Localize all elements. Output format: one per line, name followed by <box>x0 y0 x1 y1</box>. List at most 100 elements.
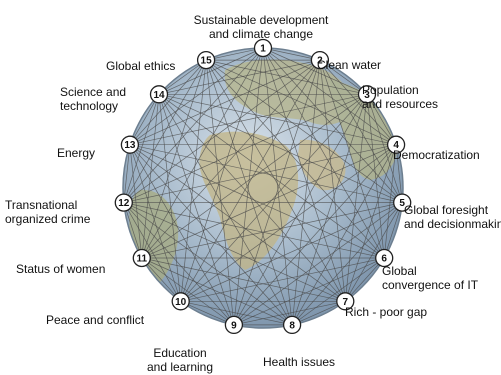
link-6-7 <box>345 257 385 302</box>
link-11-15 <box>141 59 207 259</box>
node-2: 2 <box>310 50 330 70</box>
link-2-11 <box>141 59 321 259</box>
link-3-13 <box>129 93 368 146</box>
label-3-line-1: Population <box>362 83 419 97</box>
node-8-circle <box>282 315 302 335</box>
link-1-12 <box>123 47 264 203</box>
label-11: Status of women <box>16 262 105 276</box>
link-10-15 <box>180 60 207 302</box>
link-4-7 <box>344 144 397 302</box>
link-5-7 <box>344 202 403 302</box>
link-6-9 <box>233 257 385 326</box>
label-8: Health issues <box>263 355 335 369</box>
label-5-line-2: and decisionmaking <box>404 217 501 231</box>
link-5-6 <box>383 202 403 259</box>
label-4: Democratization <box>393 148 480 162</box>
node-3: 3 <box>357 85 377 104</box>
node-4: 4 <box>386 135 406 154</box>
node-9: 9 <box>224 315 244 335</box>
link-10-14 <box>158 94 182 302</box>
link-8-13 <box>129 144 293 326</box>
link-10-11 <box>141 257 181 302</box>
node-13: 13 <box>120 135 140 154</box>
label-5: Global foresight and decisionmaking <box>404 203 501 231</box>
link-9-14 <box>158 94 235 326</box>
link-5-10 <box>180 202 403 302</box>
link-7-11 <box>141 257 346 302</box>
label-11-line-1: Status of women <box>16 262 106 276</box>
node-11-number: 11 <box>137 254 148 265</box>
link-11-13 <box>129 144 143 259</box>
label-15-line-1: Global ethics <box>106 59 176 73</box>
link-1-14 <box>158 47 264 95</box>
node-10-circle <box>171 292 190 311</box>
node-2-number: 2 <box>317 56 323 67</box>
label-14: Science and technology <box>60 85 126 113</box>
link-5-8 <box>291 202 403 326</box>
link-3-7 <box>344 94 368 302</box>
link-3-15 <box>206 59 368 95</box>
node-6-circle <box>375 248 394 268</box>
link-12-14 <box>123 94 160 203</box>
link-6-15 <box>205 59 385 259</box>
node-4-circle <box>386 135 406 154</box>
link-10-12 <box>123 202 182 302</box>
node-1-number: 1 <box>260 44 266 55</box>
link-4-10 <box>180 144 397 302</box>
node-2-circle <box>310 50 330 70</box>
link-4-5 <box>395 144 403 203</box>
link-7-13 <box>129 144 346 302</box>
link-2-4 <box>319 59 397 145</box>
node-12: 12 <box>114 193 133 212</box>
node-11: 11 <box>132 248 151 268</box>
node-6-number: 6 <box>381 254 387 265</box>
label-4-line-1: Democratization <box>393 148 480 162</box>
node-6: 6 <box>375 248 394 268</box>
link-1-4 <box>262 47 397 145</box>
node-7: 7 <box>336 292 355 311</box>
label-12-line-1: Transnational <box>5 198 78 212</box>
node-1-circle <box>253 38 273 58</box>
label-13-line-1: Energy <box>57 146 96 160</box>
label-7: Rich - poor gap <box>345 305 427 319</box>
link-2-12 <box>123 59 321 203</box>
label-14-line-1: Science and <box>60 85 127 99</box>
label-3: Population and resources <box>362 83 438 111</box>
label-14-line-2: technology <box>60 99 119 113</box>
link-2-6 <box>319 59 385 259</box>
node-12-number: 12 <box>118 198 130 209</box>
link-5-11 <box>141 202 403 259</box>
link-2-7 <box>319 60 346 302</box>
node-8: 8 <box>282 315 302 335</box>
node-9-number: 9 <box>231 320 237 331</box>
link-4-9 <box>233 144 397 326</box>
label-9-line-1: Education <box>153 346 207 360</box>
link-6-12 <box>123 202 385 259</box>
link-9-13 <box>129 144 235 326</box>
link-1-10 <box>180 47 264 302</box>
node-1: 1 <box>253 38 273 58</box>
link-8-11 <box>141 257 293 326</box>
node-15-number: 15 <box>201 56 213 67</box>
link-7-14 <box>158 94 346 302</box>
link-4-8 <box>291 144 397 326</box>
link-1-6 <box>262 47 385 259</box>
label-13: Energy <box>57 146 95 160</box>
link-9-10 <box>180 300 235 326</box>
label-1-line-1: Sustainable development <box>193 13 329 27</box>
link-5-9 <box>233 202 403 326</box>
link-3-9 <box>233 94 368 326</box>
link-8-15 <box>205 59 293 326</box>
label-6-line-1: Global <box>382 264 417 278</box>
link-1-5 <box>262 47 403 203</box>
link-4-15 <box>205 59 397 146</box>
label-6-line-2: convergence of IT <box>382 278 479 292</box>
node-4-number: 4 <box>393 140 399 151</box>
link-14-15 <box>158 59 207 95</box>
link-6-10 <box>180 257 385 302</box>
link-12-15 <box>123 59 207 203</box>
link-8-14 <box>158 94 293 326</box>
